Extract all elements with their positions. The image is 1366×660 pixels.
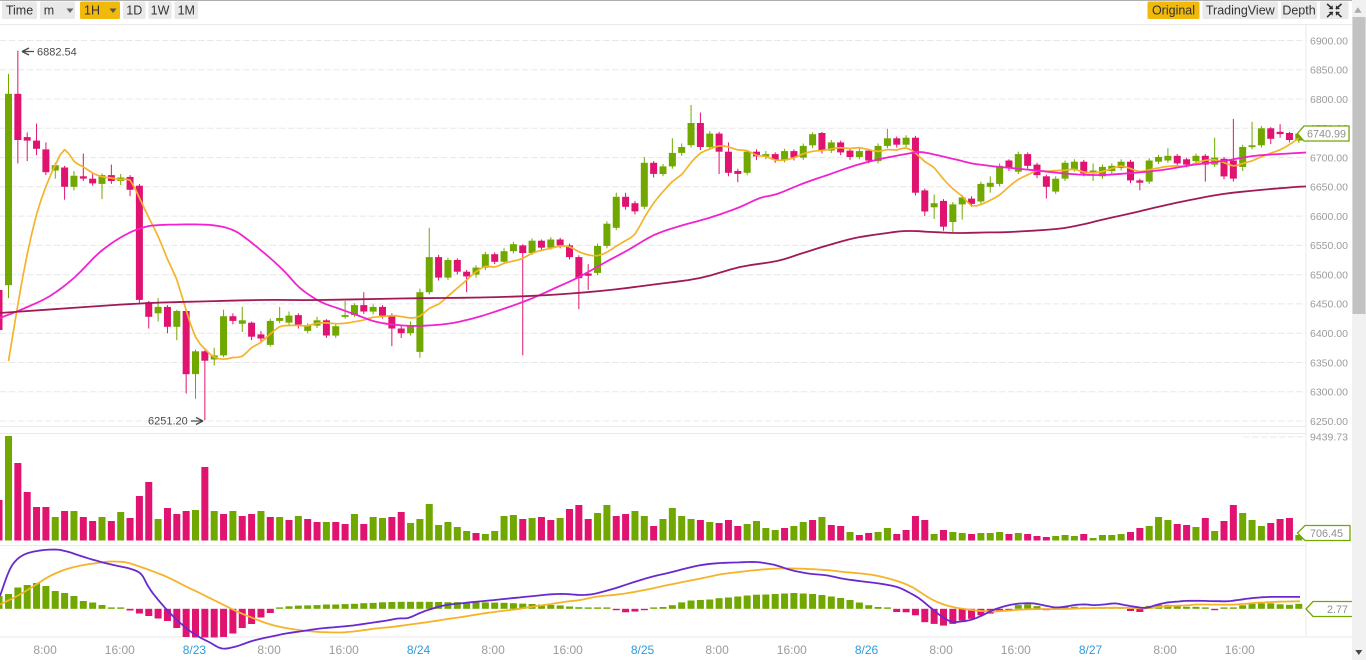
svg-text:m: m	[44, 4, 54, 18]
svg-text:6500.00: 6500.00	[1310, 270, 1348, 282]
svg-text:6850.00: 6850.00	[1310, 65, 1348, 77]
svg-text:6350.00: 6350.00	[1310, 357, 1348, 369]
svg-text:2.77: 2.77	[1327, 604, 1348, 616]
svg-text:8/25: 8/25	[631, 643, 655, 657]
svg-text:8/24: 8/24	[407, 643, 431, 657]
svg-text:8:00: 8:00	[481, 643, 505, 657]
svg-text:1M: 1M	[178, 4, 195, 18]
svg-text:6251.20: 6251.20	[148, 416, 188, 428]
svg-text:8/23: 8/23	[183, 643, 207, 657]
svg-text:6300.00: 6300.00	[1310, 387, 1348, 399]
svg-text:1H: 1H	[84, 4, 100, 18]
svg-text:Time: Time	[6, 4, 33, 18]
svg-text:6700.00: 6700.00	[1310, 152, 1348, 164]
svg-text:8:00: 8:00	[33, 643, 57, 657]
svg-text:8:00: 8:00	[705, 643, 729, 657]
svg-text:6800.00: 6800.00	[1310, 94, 1348, 106]
svg-text:706.45: 706.45	[1310, 528, 1343, 540]
svg-text:9439.73: 9439.73	[1310, 431, 1348, 443]
svg-text:8/27: 8/27	[1079, 643, 1103, 657]
svg-text:8:00: 8:00	[257, 643, 281, 657]
svg-text:6740.99: 6740.99	[1307, 129, 1346, 141]
svg-text:16:00: 16:00	[105, 643, 135, 657]
svg-text:8:00: 8:00	[929, 643, 953, 657]
svg-text:6600.00: 6600.00	[1310, 211, 1348, 223]
svg-text:6400.00: 6400.00	[1310, 328, 1348, 340]
svg-text:6450.00: 6450.00	[1310, 299, 1348, 311]
svg-text:16:00: 16:00	[1225, 643, 1255, 657]
svg-text:16:00: 16:00	[777, 643, 807, 657]
svg-text:6650.00: 6650.00	[1310, 182, 1348, 194]
svg-text:6900.00: 6900.00	[1310, 35, 1348, 47]
svg-text:16:00: 16:00	[553, 643, 583, 657]
svg-text:Original: Original	[1152, 4, 1195, 18]
svg-text:1D: 1D	[126, 4, 142, 18]
svg-text:16:00: 16:00	[329, 643, 359, 657]
svg-text:1W: 1W	[151, 4, 170, 18]
svg-text:6882.54: 6882.54	[37, 47, 77, 59]
svg-text:TradingView: TradingView	[1206, 4, 1276, 18]
svg-text:6550.00: 6550.00	[1310, 240, 1348, 252]
svg-text:8:00: 8:00	[1153, 643, 1177, 657]
svg-text:6250.00: 6250.00	[1310, 416, 1348, 428]
svg-text:Depth: Depth	[1282, 4, 1315, 18]
svg-text:16:00: 16:00	[1001, 643, 1031, 657]
svg-text:8/26: 8/26	[855, 643, 879, 657]
